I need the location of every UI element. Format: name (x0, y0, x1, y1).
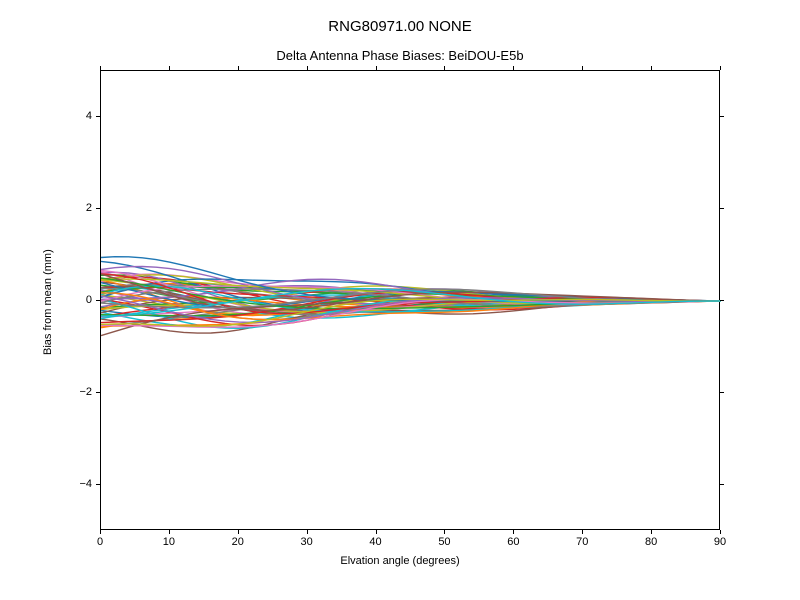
x-tick-mark (651, 530, 652, 534)
chart-title: Delta Antenna Phase Biases: BeiDOU-E5b (0, 48, 800, 63)
x-tick-label: 20 (232, 536, 244, 548)
x-tick-mark (651, 66, 652, 70)
x-tick-mark (169, 66, 170, 70)
x-tick-mark (238, 530, 239, 534)
y-tick-mark (720, 116, 724, 117)
x-tick-label: 70 (576, 536, 588, 548)
y-tick-mark (720, 484, 724, 485)
y-tick-mark (720, 392, 724, 393)
y-tick-mark (96, 300, 100, 301)
x-tick-label: 90 (714, 536, 726, 548)
x-tick-mark (100, 530, 101, 534)
x-tick-mark (100, 66, 101, 70)
x-tick-label: 0 (97, 536, 103, 548)
x-tick-mark (513, 530, 514, 534)
x-tick-mark (307, 66, 308, 70)
y-tick-label: −4 (70, 478, 92, 490)
y-tick-mark (96, 116, 100, 117)
y-tick-label: 0 (70, 294, 92, 306)
x-tick-mark (582, 530, 583, 534)
x-tick-label: 40 (369, 536, 381, 548)
x-axis-label: Elvation angle (degrees) (0, 555, 800, 567)
chart-suptitle: RNG80971.00 NONE (0, 18, 800, 35)
x-tick-mark (169, 530, 170, 534)
x-tick-label: 30 (301, 536, 313, 548)
x-tick-mark (444, 66, 445, 70)
y-axis-label: Bias from mean (mm) (42, 249, 54, 355)
x-tick-mark (376, 530, 377, 534)
x-tick-mark (582, 66, 583, 70)
x-tick-mark (376, 66, 377, 70)
x-tick-mark (720, 66, 721, 70)
x-tick-mark (513, 66, 514, 70)
y-tick-mark (720, 300, 724, 301)
x-tick-label: 10 (163, 536, 175, 548)
y-tick-mark (96, 392, 100, 393)
y-tick-label: 2 (70, 202, 92, 214)
x-tick-mark (307, 530, 308, 534)
y-tick-label: 4 (70, 110, 92, 122)
x-tick-mark (720, 530, 721, 534)
x-tick-label: 60 (507, 536, 519, 548)
x-tick-mark (238, 66, 239, 70)
y-tick-mark (720, 208, 724, 209)
y-tick-label: −2 (70, 386, 92, 398)
line-chart-svg (101, 71, 721, 531)
y-tick-mark (96, 484, 100, 485)
y-tick-mark (96, 208, 100, 209)
x-tick-label: 50 (438, 536, 450, 548)
plot-area (100, 70, 720, 530)
x-tick-label: 80 (645, 536, 657, 548)
x-tick-mark (444, 530, 445, 534)
